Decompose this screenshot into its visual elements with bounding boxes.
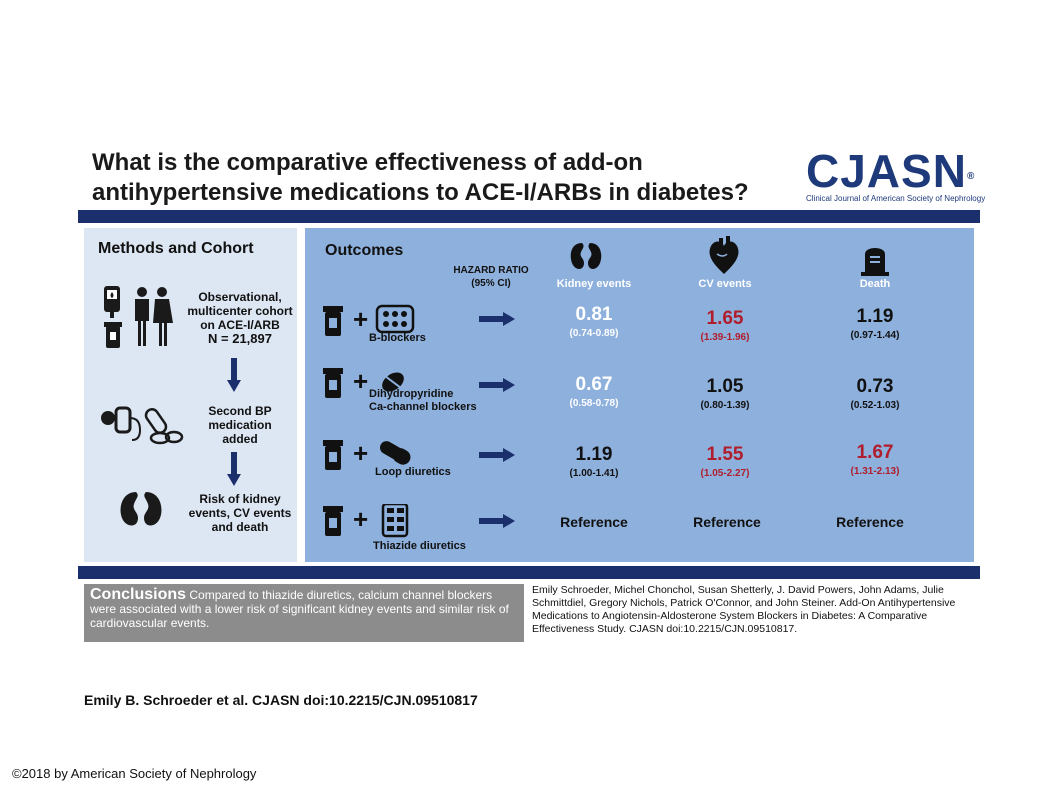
kidney-hr: 0.67: [575, 374, 613, 395]
cv-hr: 1.65: [706, 308, 744, 329]
cv-ci: (1.05-2.27): [700, 468, 750, 479]
heart-icon: [709, 236, 739, 274]
cohort-line-4: N = 21,897: [208, 331, 272, 346]
drug-label: Loop diuretics: [375, 466, 451, 478]
bp-cuff-pills-icon: [101, 406, 184, 445]
pill-bottle-blister-icon: +: [323, 504, 409, 538]
death-ci: (1.31-2.13): [850, 466, 900, 477]
risk-line-3: and death: [211, 520, 269, 534]
conclusions-heading: Conclusions: [90, 586, 187, 603]
outcomes-panel: Outcomes HAZARD RATIO (95% CI) Kidney ev…: [305, 228, 974, 562]
cv-reference: Reference: [693, 514, 761, 530]
arrow-right-icon: [479, 312, 515, 326]
arrow-right-icon: [479, 514, 515, 528]
column-kidney: Kidney events: [556, 278, 632, 290]
kidneys-icon: [570, 243, 602, 269]
page-title: What is the comparative effectiveness of…: [92, 148, 752, 208]
risk-line-1: Risk of kidney: [199, 492, 281, 506]
cv-hr: 1.55: [706, 444, 744, 465]
footer-citation: Emily B. Schroeder et al. CJASN doi:10.2…: [84, 692, 478, 708]
kidney-ci: (1.00-1.41): [569, 468, 619, 479]
copyright: ©2018 by American Society of Nephrology: [12, 766, 257, 781]
cohort-line-3: on ACE-I/ARB: [200, 318, 280, 332]
svg-text:+: +: [353, 438, 368, 468]
glucose-meter-people-icon: [104, 286, 173, 348]
death-reference: Reference: [836, 514, 904, 530]
pill-bottle-capsule-icon: +: [323, 366, 404, 398]
hazard-ratio-title: HAZARD RATIO: [453, 265, 529, 276]
svg-text:+: +: [353, 304, 368, 334]
drug-label: Thiazide diuretics: [373, 540, 466, 552]
svg-text:+: +: [353, 366, 368, 396]
risk-line-2: events, CV events: [188, 506, 292, 520]
drug-label: Dihydropyridine Ca-channel blockers: [369, 388, 477, 414]
arrow-right-icon: [479, 448, 515, 462]
conclusions-text: Compared to thiazide diuretics, calcium …: [90, 588, 509, 630]
title-line-1: What is the comparative effectiveness of…: [92, 149, 643, 176]
second-bp-line-1: Second BP: [208, 404, 272, 418]
cv-ci: (1.39-1.96): [700, 332, 750, 343]
kidney-hr: 1.19: [575, 444, 613, 465]
kidneys-icon: [120, 492, 162, 526]
second-bp-line-3: added: [222, 432, 258, 446]
citation-text: Emily Schroeder, Michel Chonchol, Susan …: [532, 584, 956, 635]
second-bp-text: Second BP medication added: [184, 404, 296, 446]
outcomes-heading: Outcomes: [325, 242, 404, 259]
kidney-hr: 0.81: [575, 304, 613, 325]
column-cv: CV events: [698, 278, 752, 290]
hazard-ratio-label: HAZARD RATIO (95% CI): [441, 264, 541, 290]
death-hr: 0.73: [856, 376, 894, 397]
cv-hr: 1.05: [706, 376, 744, 397]
kidney-ci: (0.74-0.89): [569, 328, 619, 339]
cohort-line-2: multicenter cohort: [187, 304, 293, 318]
cohort-text: Observational, multicenter cohort on ACE…: [184, 290, 296, 346]
methods-panel: Methods and Cohort Observational, multic…: [84, 228, 297, 562]
hazard-ratio-ci: (95% CI): [471, 278, 511, 289]
drug-label-line-2: Ca-channel blockers: [369, 401, 477, 413]
pill-bottle-capsule-icon: +: [323, 438, 411, 470]
drug-label-line-1: Dihydropyridine: [369, 388, 454, 400]
cv-ci: (0.80-1.39): [700, 400, 750, 411]
logo-subtitle: Clinical Journal of American Society of …: [806, 194, 986, 203]
conclusions-box: Conclusions Compared to thiazide diureti…: [84, 584, 524, 642]
kidney-reference: Reference: [560, 514, 628, 530]
cohort-line-1: Observational,: [198, 290, 282, 304]
second-bp-line-2: medication: [208, 418, 272, 432]
death-ci: (0.52-1.03): [850, 400, 900, 411]
tombstone-icon: [861, 248, 889, 276]
logo-name: CJASN: [806, 145, 967, 197]
death-hr: 1.67: [856, 442, 894, 463]
title-line-2: antihypertensive medications to ACE-I/AR…: [92, 179, 749, 206]
svg-text:+: +: [353, 504, 368, 534]
risk-text: Risk of kidney events, CV events and dea…: [184, 492, 296, 534]
drug-label: B-blockers: [369, 332, 426, 344]
cjasn-logo: CJASN®: [806, 145, 976, 197]
pill-bottle-blister-icon: +: [323, 304, 415, 336]
top-divider: [78, 210, 980, 223]
arrow-down-icon: [227, 358, 241, 392]
arrow-down-icon: [227, 452, 241, 486]
death-ci: (0.97-1.44): [850, 330, 900, 341]
methods-heading: Methods and Cohort: [98, 240, 254, 257]
death-hr: 1.19: [856, 306, 894, 327]
kidney-ci: (0.58-0.78): [569, 398, 619, 409]
bottom-divider: [78, 566, 980, 579]
column-death: Death: [859, 278, 891, 290]
arrow-right-icon: [479, 378, 515, 392]
